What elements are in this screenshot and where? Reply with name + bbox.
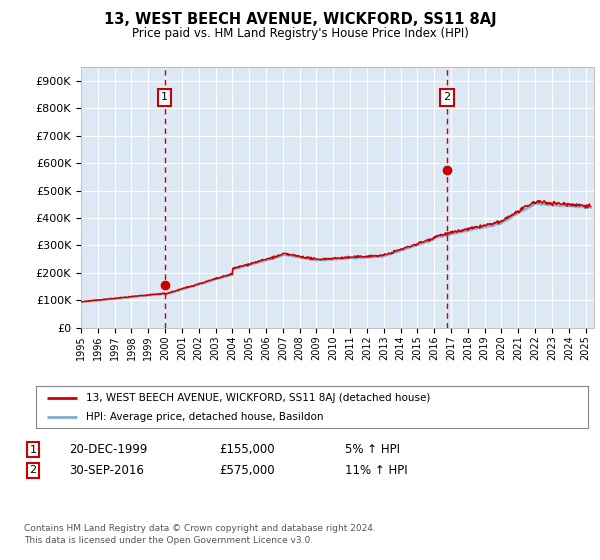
Text: 1: 1 — [29, 445, 37, 455]
Text: £575,000: £575,000 — [219, 464, 275, 477]
Text: 1: 1 — [161, 92, 168, 102]
Text: Price paid vs. HM Land Registry's House Price Index (HPI): Price paid vs. HM Land Registry's House … — [131, 27, 469, 40]
Text: 5% ↑ HPI: 5% ↑ HPI — [345, 443, 400, 456]
Text: Contains HM Land Registry data © Crown copyright and database right 2024.
This d: Contains HM Land Registry data © Crown c… — [24, 524, 376, 545]
Text: 13, WEST BEECH AVENUE, WICKFORD, SS11 8AJ: 13, WEST BEECH AVENUE, WICKFORD, SS11 8A… — [104, 12, 496, 27]
Text: 30-SEP-2016: 30-SEP-2016 — [69, 464, 144, 477]
Text: 11% ↑ HPI: 11% ↑ HPI — [345, 464, 407, 477]
Text: 20-DEC-1999: 20-DEC-1999 — [69, 443, 148, 456]
Text: 13, WEST BEECH AVENUE, WICKFORD, SS11 8AJ (detached house): 13, WEST BEECH AVENUE, WICKFORD, SS11 8A… — [86, 393, 430, 403]
Text: 2: 2 — [29, 465, 37, 475]
Text: HPI: Average price, detached house, Basildon: HPI: Average price, detached house, Basi… — [86, 412, 323, 422]
Text: 2: 2 — [443, 92, 451, 102]
Text: £155,000: £155,000 — [219, 443, 275, 456]
